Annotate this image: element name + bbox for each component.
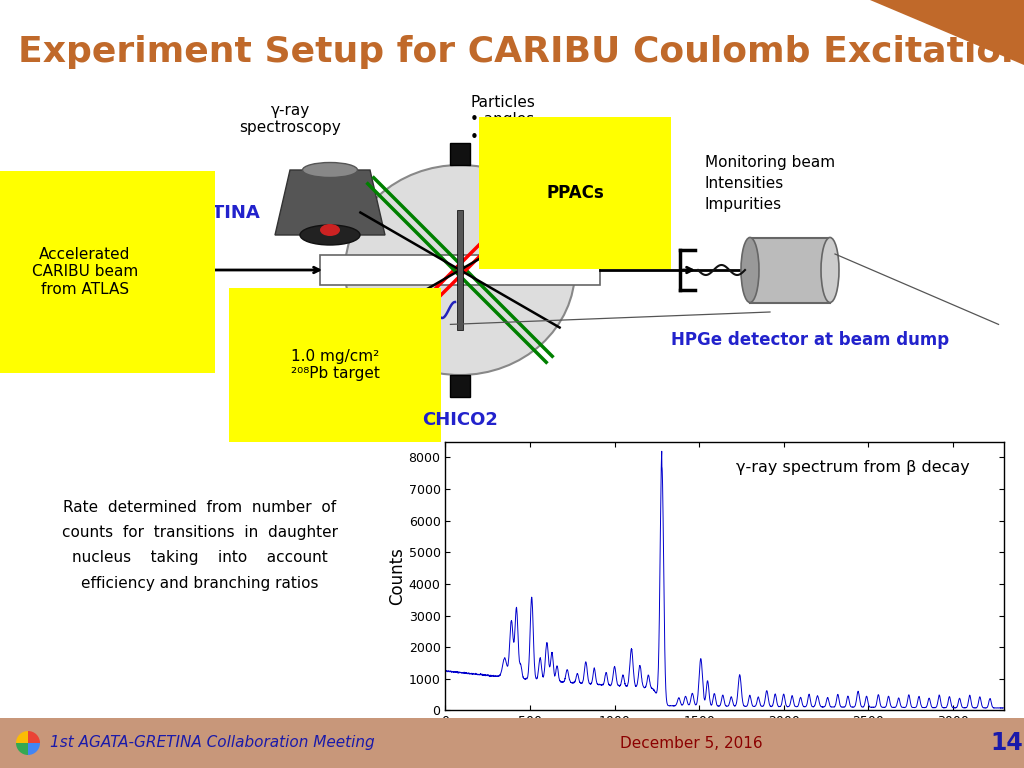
- Polygon shape: [275, 170, 385, 235]
- Text: GRETINA: GRETINA: [171, 204, 259, 222]
- Text: Monitoring beam
Intensities
Impurities: Monitoring beam Intensities Impurities: [705, 155, 836, 212]
- Bar: [457, 210, 463, 330]
- Bar: [750, 238, 830, 303]
- Text: 14: 14: [990, 731, 1023, 755]
- Text: γ-ray spectrum from β decay: γ-ray spectrum from β decay: [735, 461, 970, 475]
- Text: γ-ray
spectroscopy: γ-ray spectroscopy: [240, 103, 341, 135]
- Text: PPACs: PPACs: [546, 184, 604, 202]
- Ellipse shape: [302, 163, 357, 177]
- Text: Accelerated
CARIBU beam
from ATLAS: Accelerated CARIBU beam from ATLAS: [32, 247, 138, 297]
- Text: CHICO2: CHICO2: [422, 411, 498, 429]
- Bar: [450, 143, 470, 165]
- Text: December 5, 2016: December 5, 2016: [620, 736, 763, 750]
- Text: Experiment Setup for CARIBU Coulomb Excitation: Experiment Setup for CARIBU Coulomb Exci…: [18, 35, 1024, 69]
- Text: Particles
• angles
• time of flight: Particles • angles • time of flight: [470, 95, 582, 145]
- Text: Rate  determined  from  number  of
counts  for  transitions  in  daughter
nucleu: Rate determined from number of counts fo…: [62, 500, 338, 591]
- Ellipse shape: [741, 237, 759, 303]
- Wedge shape: [16, 743, 28, 755]
- Text: HPGe detector at beam dump: HPGe detector at beam dump: [671, 331, 949, 349]
- Wedge shape: [28, 743, 40, 755]
- Bar: [450, 375, 470, 397]
- Ellipse shape: [300, 225, 360, 245]
- Bar: [0, 718, 1024, 768]
- Polygon shape: [870, 0, 1024, 65]
- Y-axis label: Counts: Counts: [388, 547, 406, 605]
- Ellipse shape: [319, 224, 340, 236]
- Text: 1.0 mg/cm²
²⁰⁸Pb target: 1.0 mg/cm² ²⁰⁸Pb target: [291, 349, 380, 381]
- Bar: [319, 255, 600, 285]
- Wedge shape: [28, 731, 40, 743]
- X-axis label: Eγ (channels): Eγ (channels): [668, 733, 781, 752]
- Ellipse shape: [821, 237, 839, 303]
- Ellipse shape: [345, 165, 575, 375]
- Wedge shape: [16, 731, 28, 743]
- Text: 1st AGATA-GRETINA Collaboration Meeting: 1st AGATA-GRETINA Collaboration Meeting: [50, 736, 375, 750]
